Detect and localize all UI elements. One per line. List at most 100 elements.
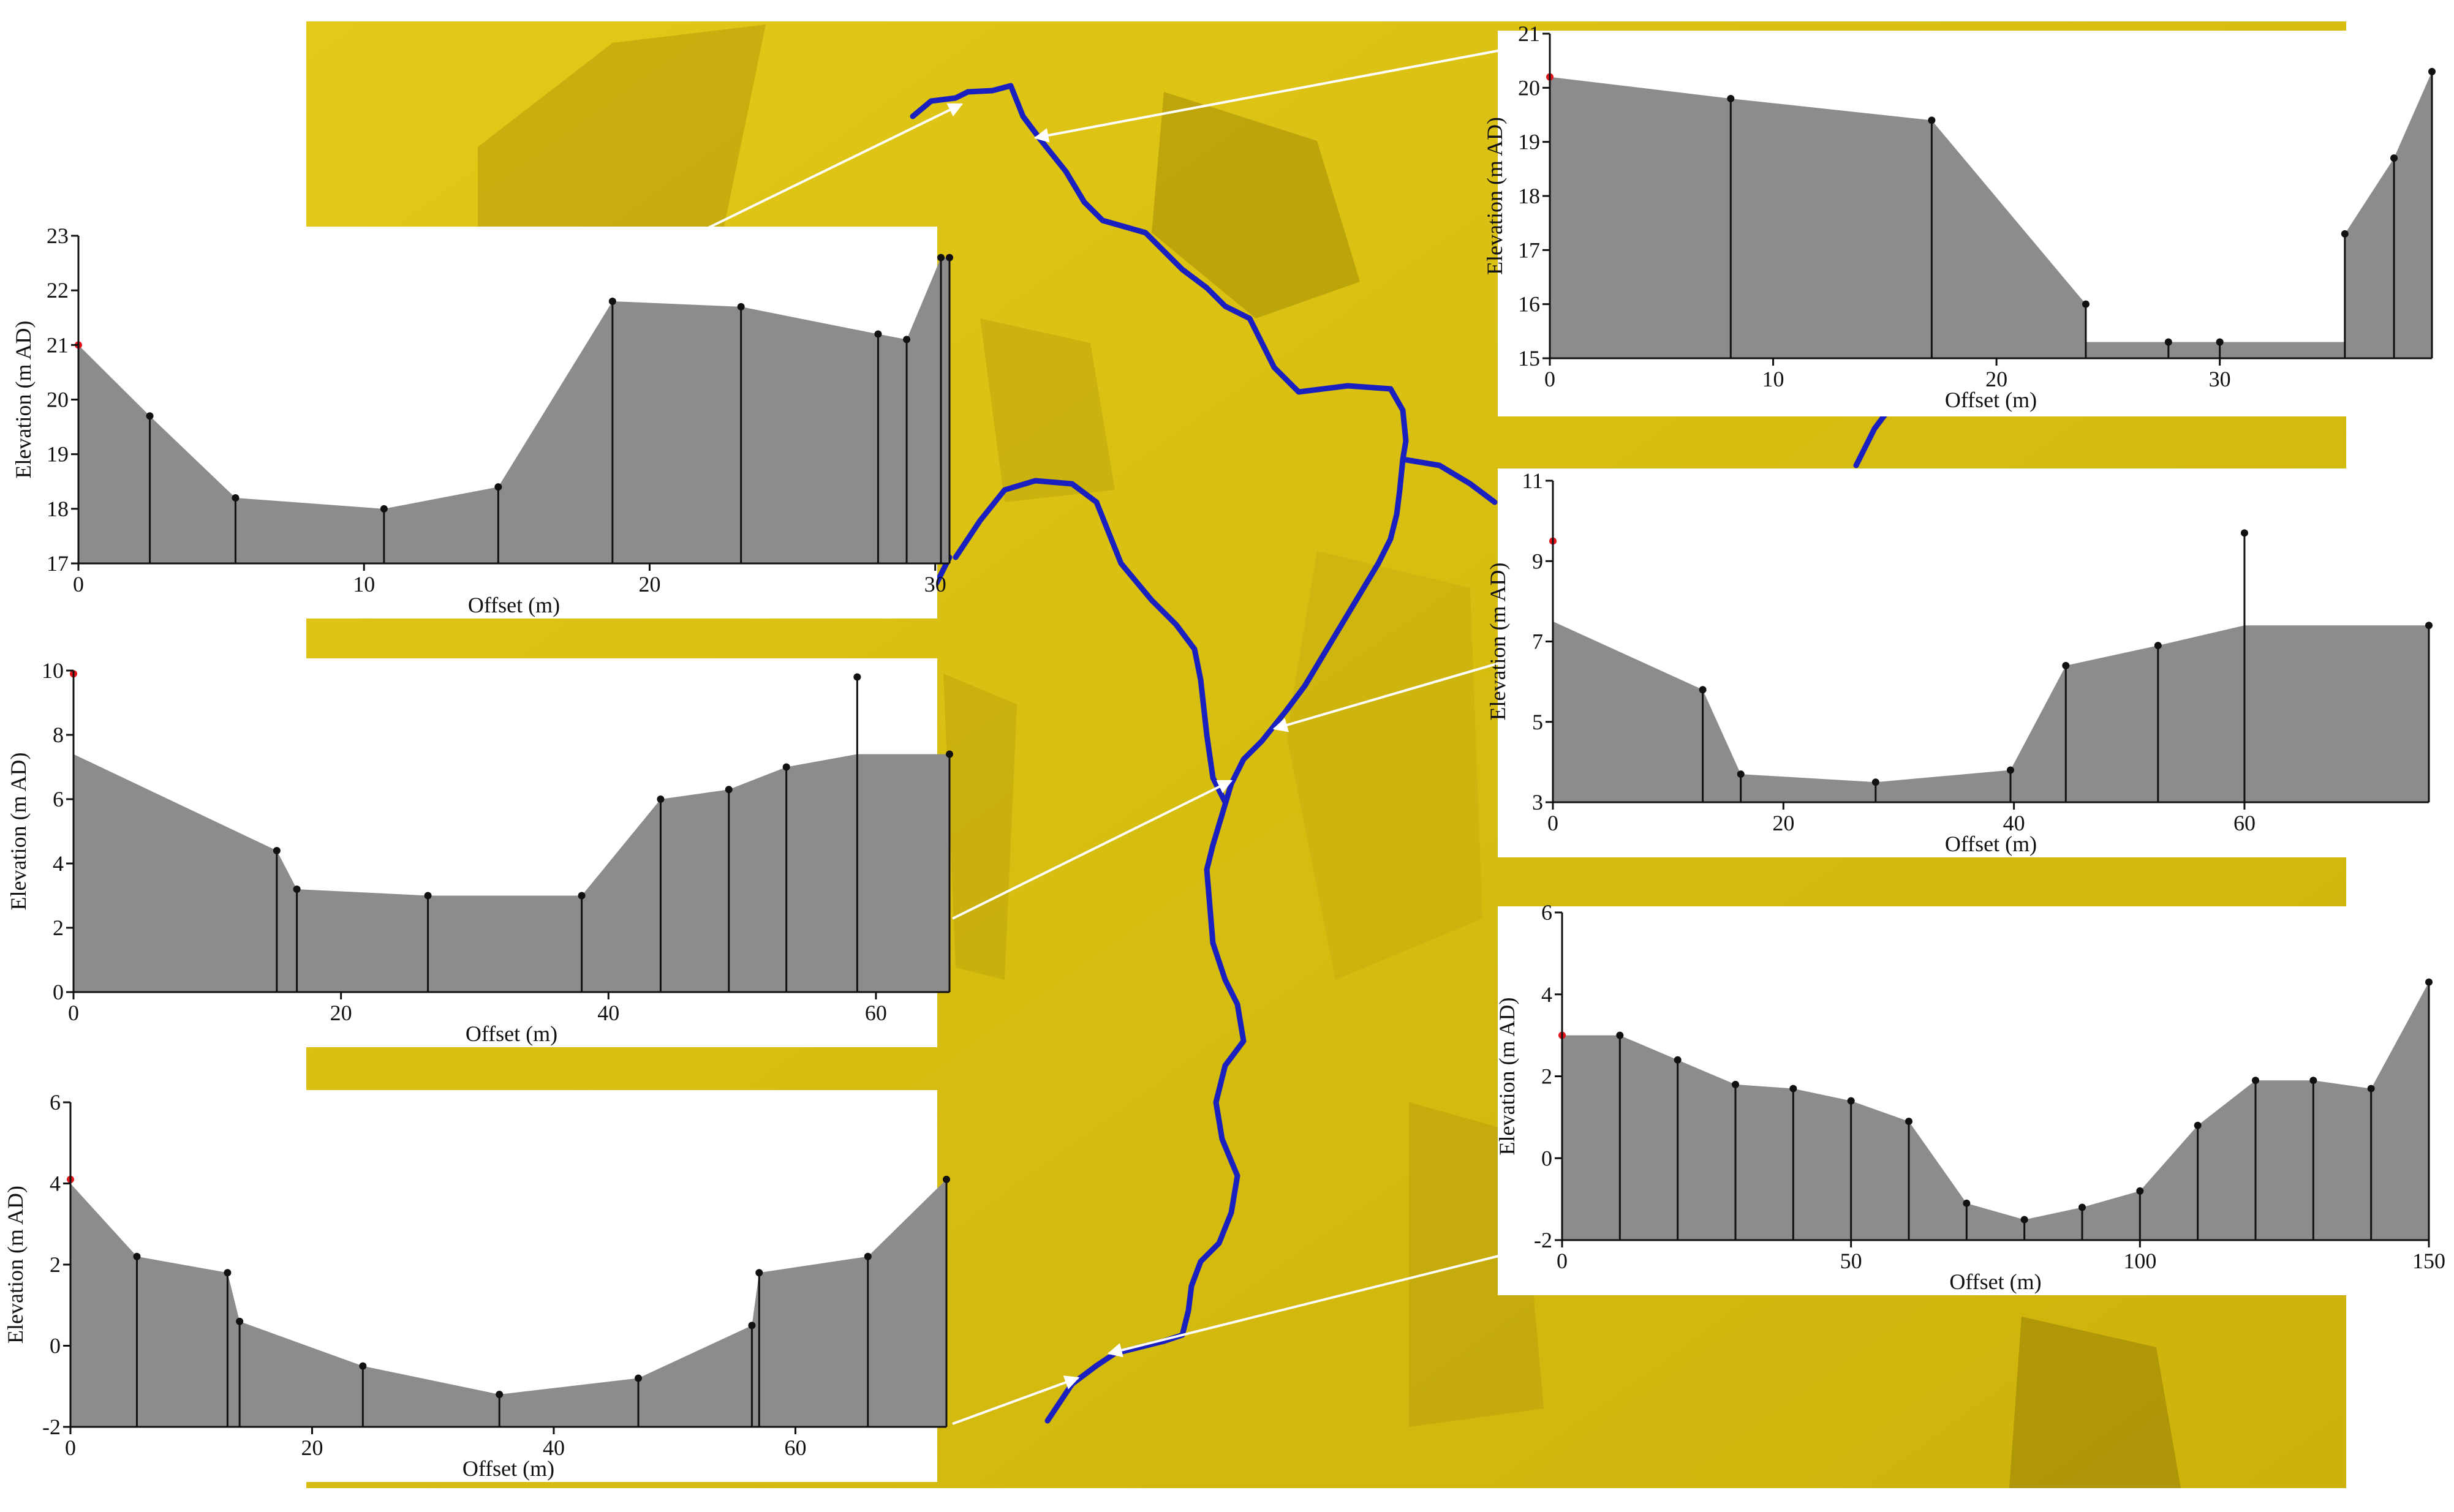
x-axis-title: Offset (m) — [462, 1456, 554, 1481]
survey-point — [1963, 1199, 1971, 1207]
y-axis-title: Elevation (m AD) — [11, 321, 36, 479]
y-axis-title: Elevation (m AD) — [3, 1186, 28, 1344]
y-tick-label: 8 — [53, 723, 64, 747]
x-tick-label: 10 — [353, 572, 375, 596]
survey-point — [657, 795, 665, 803]
survey-point — [2078, 1203, 2086, 1211]
x-tick-label: 10 — [1762, 367, 1784, 391]
survey-point — [737, 303, 745, 310]
x-tick-label: 60 — [784, 1435, 806, 1460]
x-axis-title: Offset (m) — [1945, 832, 2037, 856]
leader-line-1 — [704, 103, 964, 231]
y-tick-label: 4 — [50, 1172, 61, 1196]
profile-area — [74, 754, 950, 992]
survey-point — [903, 336, 911, 344]
survey-point — [133, 1252, 141, 1260]
survey-point — [2252, 1077, 2259, 1085]
y-tick-label: 21 — [1518, 21, 1540, 46]
survey-point — [748, 1322, 756, 1330]
leader-line-3 — [952, 1375, 1080, 1425]
x-axis-title: Offset (m) — [1949, 1269, 2041, 1294]
survey-point — [2136, 1187, 2144, 1195]
y-tick-label: 18 — [1518, 184, 1540, 208]
y-tick-label: 15 — [1518, 346, 1540, 370]
survey-point — [273, 847, 281, 854]
survey-point — [224, 1269, 232, 1277]
leader-line-4 — [1033, 49, 1501, 143]
y-tick-label: 17 — [47, 551, 69, 576]
river-tributary-east — [1400, 456, 1498, 505]
survey-point — [1732, 1080, 1739, 1088]
y-tick-label: 4 — [1541, 982, 1552, 1007]
survey-point — [2425, 622, 2433, 630]
y-tick-label: 3 — [1532, 790, 1543, 814]
y-axis-title: Elevation (m AD) — [6, 753, 31, 911]
survey-point — [2154, 642, 2162, 650]
x-tick-label: 0 — [68, 1001, 79, 1025]
x-tick-label: 100 — [2123, 1249, 2156, 1273]
x-tick-label: 20 — [638, 572, 660, 596]
survey-point — [578, 892, 586, 900]
y-tick-label: -2 — [1534, 1228, 1552, 1252]
y-tick-label: -2 — [42, 1415, 61, 1439]
survey-point — [2082, 300, 2090, 308]
survey-point — [2309, 1077, 2317, 1085]
x-tick-label: 40 — [597, 1001, 619, 1025]
profile-area — [1550, 71, 2432, 358]
survey-point — [2428, 67, 2436, 75]
x-tick-label: 0 — [73, 572, 84, 596]
y-tick-label: 5 — [1532, 710, 1543, 734]
survey-point — [946, 254, 953, 261]
survey-point — [293, 886, 301, 893]
survey-point — [2020, 1216, 2028, 1224]
x-tick-label: 20 — [330, 1001, 352, 1025]
y-axis-title: Elevation (m AD) — [1495, 998, 1519, 1156]
x-axis-title: Offset (m) — [468, 593, 560, 617]
river-tributary-west — [953, 478, 1228, 805]
survey-point — [146, 412, 154, 420]
terrain-hills-southeast — [2009, 1317, 2181, 1488]
survey-point — [725, 786, 733, 794]
x-tick-label: 150 — [2412, 1249, 2445, 1273]
survey-point — [1928, 116, 1936, 124]
y-tick-label: 23 — [47, 224, 69, 248]
y-tick-label: 6 — [1541, 900, 1552, 925]
survey-point — [1847, 1097, 1855, 1105]
y-tick-label: 9 — [1532, 549, 1543, 573]
survey-point — [380, 505, 388, 513]
survey-point — [1789, 1085, 1797, 1093]
x-tick-label: 40 — [2003, 811, 2025, 835]
y-tick-label: 19 — [1518, 130, 1540, 154]
survey-point — [359, 1362, 367, 1370]
y-tick-label: 4 — [53, 851, 64, 876]
y-tick-label: 0 — [53, 980, 64, 1004]
profile-panel-4: 15 16 17 18 19 20 21 0 10 20 30 Offset (m) Elevation… — [1482, 21, 2444, 416]
survey-point — [937, 254, 945, 261]
terrain-ridge-west — [943, 674, 1017, 980]
y-tick-label: 16 — [1518, 292, 1540, 317]
survey-point — [874, 330, 882, 338]
y-tick-label: 0 — [1541, 1146, 1552, 1170]
profile-area — [78, 257, 950, 563]
y-tick-label: 22 — [47, 278, 69, 303]
y-tick-label: 2 — [1541, 1064, 1552, 1089]
terrain-plateau — [1286, 551, 1482, 980]
survey-point — [1727, 95, 1735, 102]
x-axis-title: Offset (m) — [1945, 388, 2037, 412]
y-axis-title: Elevation (m AD) — [1482, 117, 1507, 275]
x-tick-label: 50 — [1840, 1249, 1862, 1273]
survey-point — [2062, 661, 2070, 669]
x-tick-label: 40 — [543, 1435, 565, 1460]
x-tick-label: 30 — [924, 572, 946, 596]
survey-point — [2240, 529, 2248, 537]
y-tick-label: 0 — [50, 1334, 61, 1358]
x-tick-label: 0 — [1557, 1249, 1568, 1273]
y-tick-label: 17 — [1518, 238, 1540, 262]
y-tick-label: 10 — [42, 658, 64, 683]
survey-point — [1905, 1118, 1912, 1126]
profile-area — [1562, 982, 2429, 1240]
x-tick-label: 60 — [865, 1001, 887, 1025]
